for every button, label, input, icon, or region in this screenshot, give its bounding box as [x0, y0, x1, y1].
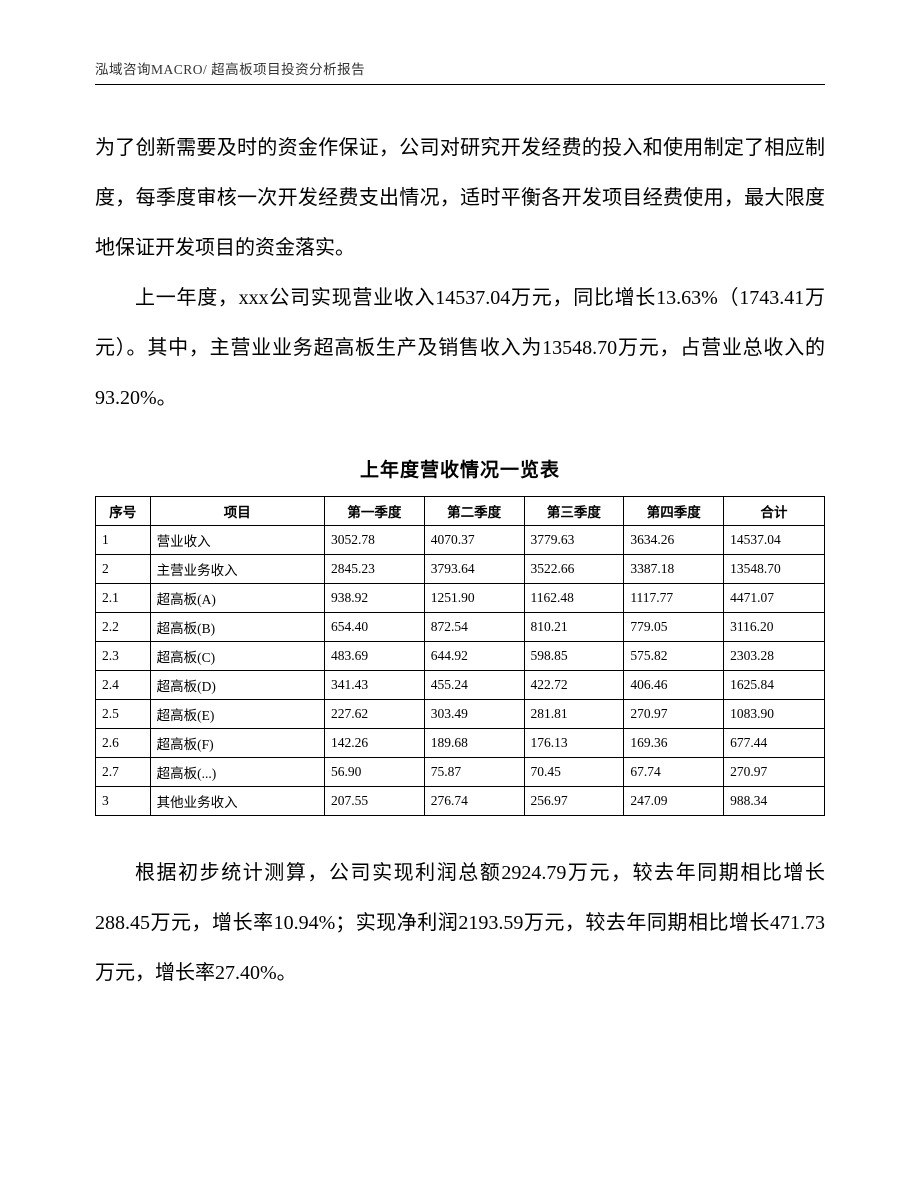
table-row: 2 主营业务收入 2845.23 3793.64 3522.66 3387.18… [96, 555, 825, 584]
cell-q4: 67.74 [624, 758, 724, 787]
cell-q2: 75.87 [424, 758, 524, 787]
col-header-q2: 第二季度 [424, 497, 524, 526]
cell-seq: 2.5 [96, 700, 151, 729]
table-row: 2.7 超高板(...) 56.90 75.87 70.45 67.74 270… [96, 758, 825, 787]
cell-q2: 189.68 [424, 729, 524, 758]
cell-q3: 176.13 [524, 729, 624, 758]
paragraph-2: 上一年度，xxx公司实现营业收入14537.04万元，同比增长13.63%（17… [95, 273, 825, 423]
cell-total: 988.34 [724, 787, 825, 816]
table-row: 1 营业收入 3052.78 4070.37 3779.63 3634.26 1… [96, 526, 825, 555]
cell-seq: 2 [96, 555, 151, 584]
cell-seq: 2.3 [96, 642, 151, 671]
cell-item: 主营业务收入 [150, 555, 324, 584]
col-header-q4: 第四季度 [624, 497, 724, 526]
cell-item: 超高板(B) [150, 613, 324, 642]
cell-q4: 575.82 [624, 642, 724, 671]
cell-q1: 654.40 [324, 613, 424, 642]
cell-q4: 406.46 [624, 671, 724, 700]
col-header-q3: 第三季度 [524, 497, 624, 526]
cell-q4: 270.97 [624, 700, 724, 729]
cell-q2: 303.49 [424, 700, 524, 729]
cell-q4: 779.05 [624, 613, 724, 642]
cell-q2: 644.92 [424, 642, 524, 671]
cell-seq: 2.7 [96, 758, 151, 787]
cell-q3: 1162.48 [524, 584, 624, 613]
cell-q2: 1251.90 [424, 584, 524, 613]
cell-q2: 4070.37 [424, 526, 524, 555]
cell-seq: 1 [96, 526, 151, 555]
cell-q4: 169.36 [624, 729, 724, 758]
col-header-item: 项目 [150, 497, 324, 526]
cell-total: 3116.20 [724, 613, 825, 642]
page-header: 泓域咨询MACRO/ 超高板项目投资分析报告 [95, 58, 825, 85]
cell-seq: 2.6 [96, 729, 151, 758]
cell-q2: 872.54 [424, 613, 524, 642]
cell-total: 14537.04 [724, 526, 825, 555]
cell-q4: 1117.77 [624, 584, 724, 613]
cell-total: 13548.70 [724, 555, 825, 584]
table-header-row: 序号 项目 第一季度 第二季度 第三季度 第四季度 合计 [96, 497, 825, 526]
cell-item: 超高板(...) [150, 758, 324, 787]
cell-item: 超高板(F) [150, 729, 324, 758]
table-body: 1 营业收入 3052.78 4070.37 3779.63 3634.26 1… [96, 526, 825, 816]
cell-seq: 3 [96, 787, 151, 816]
table-row: 3 其他业务收入 207.55 276.74 256.97 247.09 988… [96, 787, 825, 816]
cell-q1: 56.90 [324, 758, 424, 787]
cell-q4: 247.09 [624, 787, 724, 816]
cell-q3: 281.81 [524, 700, 624, 729]
cell-q3: 598.85 [524, 642, 624, 671]
cell-q3: 70.45 [524, 758, 624, 787]
cell-total: 677.44 [724, 729, 825, 758]
revenue-table: 序号 项目 第一季度 第二季度 第三季度 第四季度 合计 1 营业收入 3052… [95, 496, 825, 816]
table-title: 上年度营收情况一览表 [95, 455, 825, 482]
cell-total: 270.97 [724, 758, 825, 787]
cell-item: 超高板(E) [150, 700, 324, 729]
cell-seq: 2.2 [96, 613, 151, 642]
cell-total: 2303.28 [724, 642, 825, 671]
cell-q4: 3634.26 [624, 526, 724, 555]
cell-q2: 3793.64 [424, 555, 524, 584]
cell-q3: 422.72 [524, 671, 624, 700]
cell-seq: 2.1 [96, 584, 151, 613]
table-row: 2.3 超高板(C) 483.69 644.92 598.85 575.82 2… [96, 642, 825, 671]
cell-total: 4471.07 [724, 584, 825, 613]
cell-q2: 455.24 [424, 671, 524, 700]
col-header-seq: 序号 [96, 497, 151, 526]
cell-q1: 3052.78 [324, 526, 424, 555]
cell-item: 其他业务收入 [150, 787, 324, 816]
table-row: 2.1 超高板(A) 938.92 1251.90 1162.48 1117.7… [96, 584, 825, 613]
header-text: 泓域咨询MACRO/ 超高板项目投资分析报告 [95, 62, 365, 77]
cell-total: 1083.90 [724, 700, 825, 729]
paragraph-3: 根据初步统计测算，公司实现利润总额2924.79万元，较去年同期相比增长288.… [95, 848, 825, 998]
cell-item: 超高板(A) [150, 584, 324, 613]
cell-q1: 207.55 [324, 787, 424, 816]
cell-item: 营业收入 [150, 526, 324, 555]
cell-q1: 483.69 [324, 642, 424, 671]
cell-seq: 2.4 [96, 671, 151, 700]
col-header-q1: 第一季度 [324, 497, 424, 526]
cell-q1: 938.92 [324, 584, 424, 613]
cell-item: 超高板(C) [150, 642, 324, 671]
cell-q1: 227.62 [324, 700, 424, 729]
table-row: 2.4 超高板(D) 341.43 455.24 422.72 406.46 1… [96, 671, 825, 700]
cell-q4: 3387.18 [624, 555, 724, 584]
cell-q3: 810.21 [524, 613, 624, 642]
cell-total: 1625.84 [724, 671, 825, 700]
cell-q3: 3522.66 [524, 555, 624, 584]
col-header-total: 合计 [724, 497, 825, 526]
cell-q1: 2845.23 [324, 555, 424, 584]
table-row: 2.2 超高板(B) 654.40 872.54 810.21 779.05 3… [96, 613, 825, 642]
cell-q1: 341.43 [324, 671, 424, 700]
cell-q3: 3779.63 [524, 526, 624, 555]
table-row: 2.6 超高板(F) 142.26 189.68 176.13 169.36 6… [96, 729, 825, 758]
cell-q3: 256.97 [524, 787, 624, 816]
table-row: 2.5 超高板(E) 227.62 303.49 281.81 270.97 1… [96, 700, 825, 729]
cell-item: 超高板(D) [150, 671, 324, 700]
paragraph-1: 为了创新需要及时的资金作保证，公司对研究开发经费的投入和使用制定了相应制度，每季… [95, 123, 825, 273]
cell-q1: 142.26 [324, 729, 424, 758]
cell-q2: 276.74 [424, 787, 524, 816]
